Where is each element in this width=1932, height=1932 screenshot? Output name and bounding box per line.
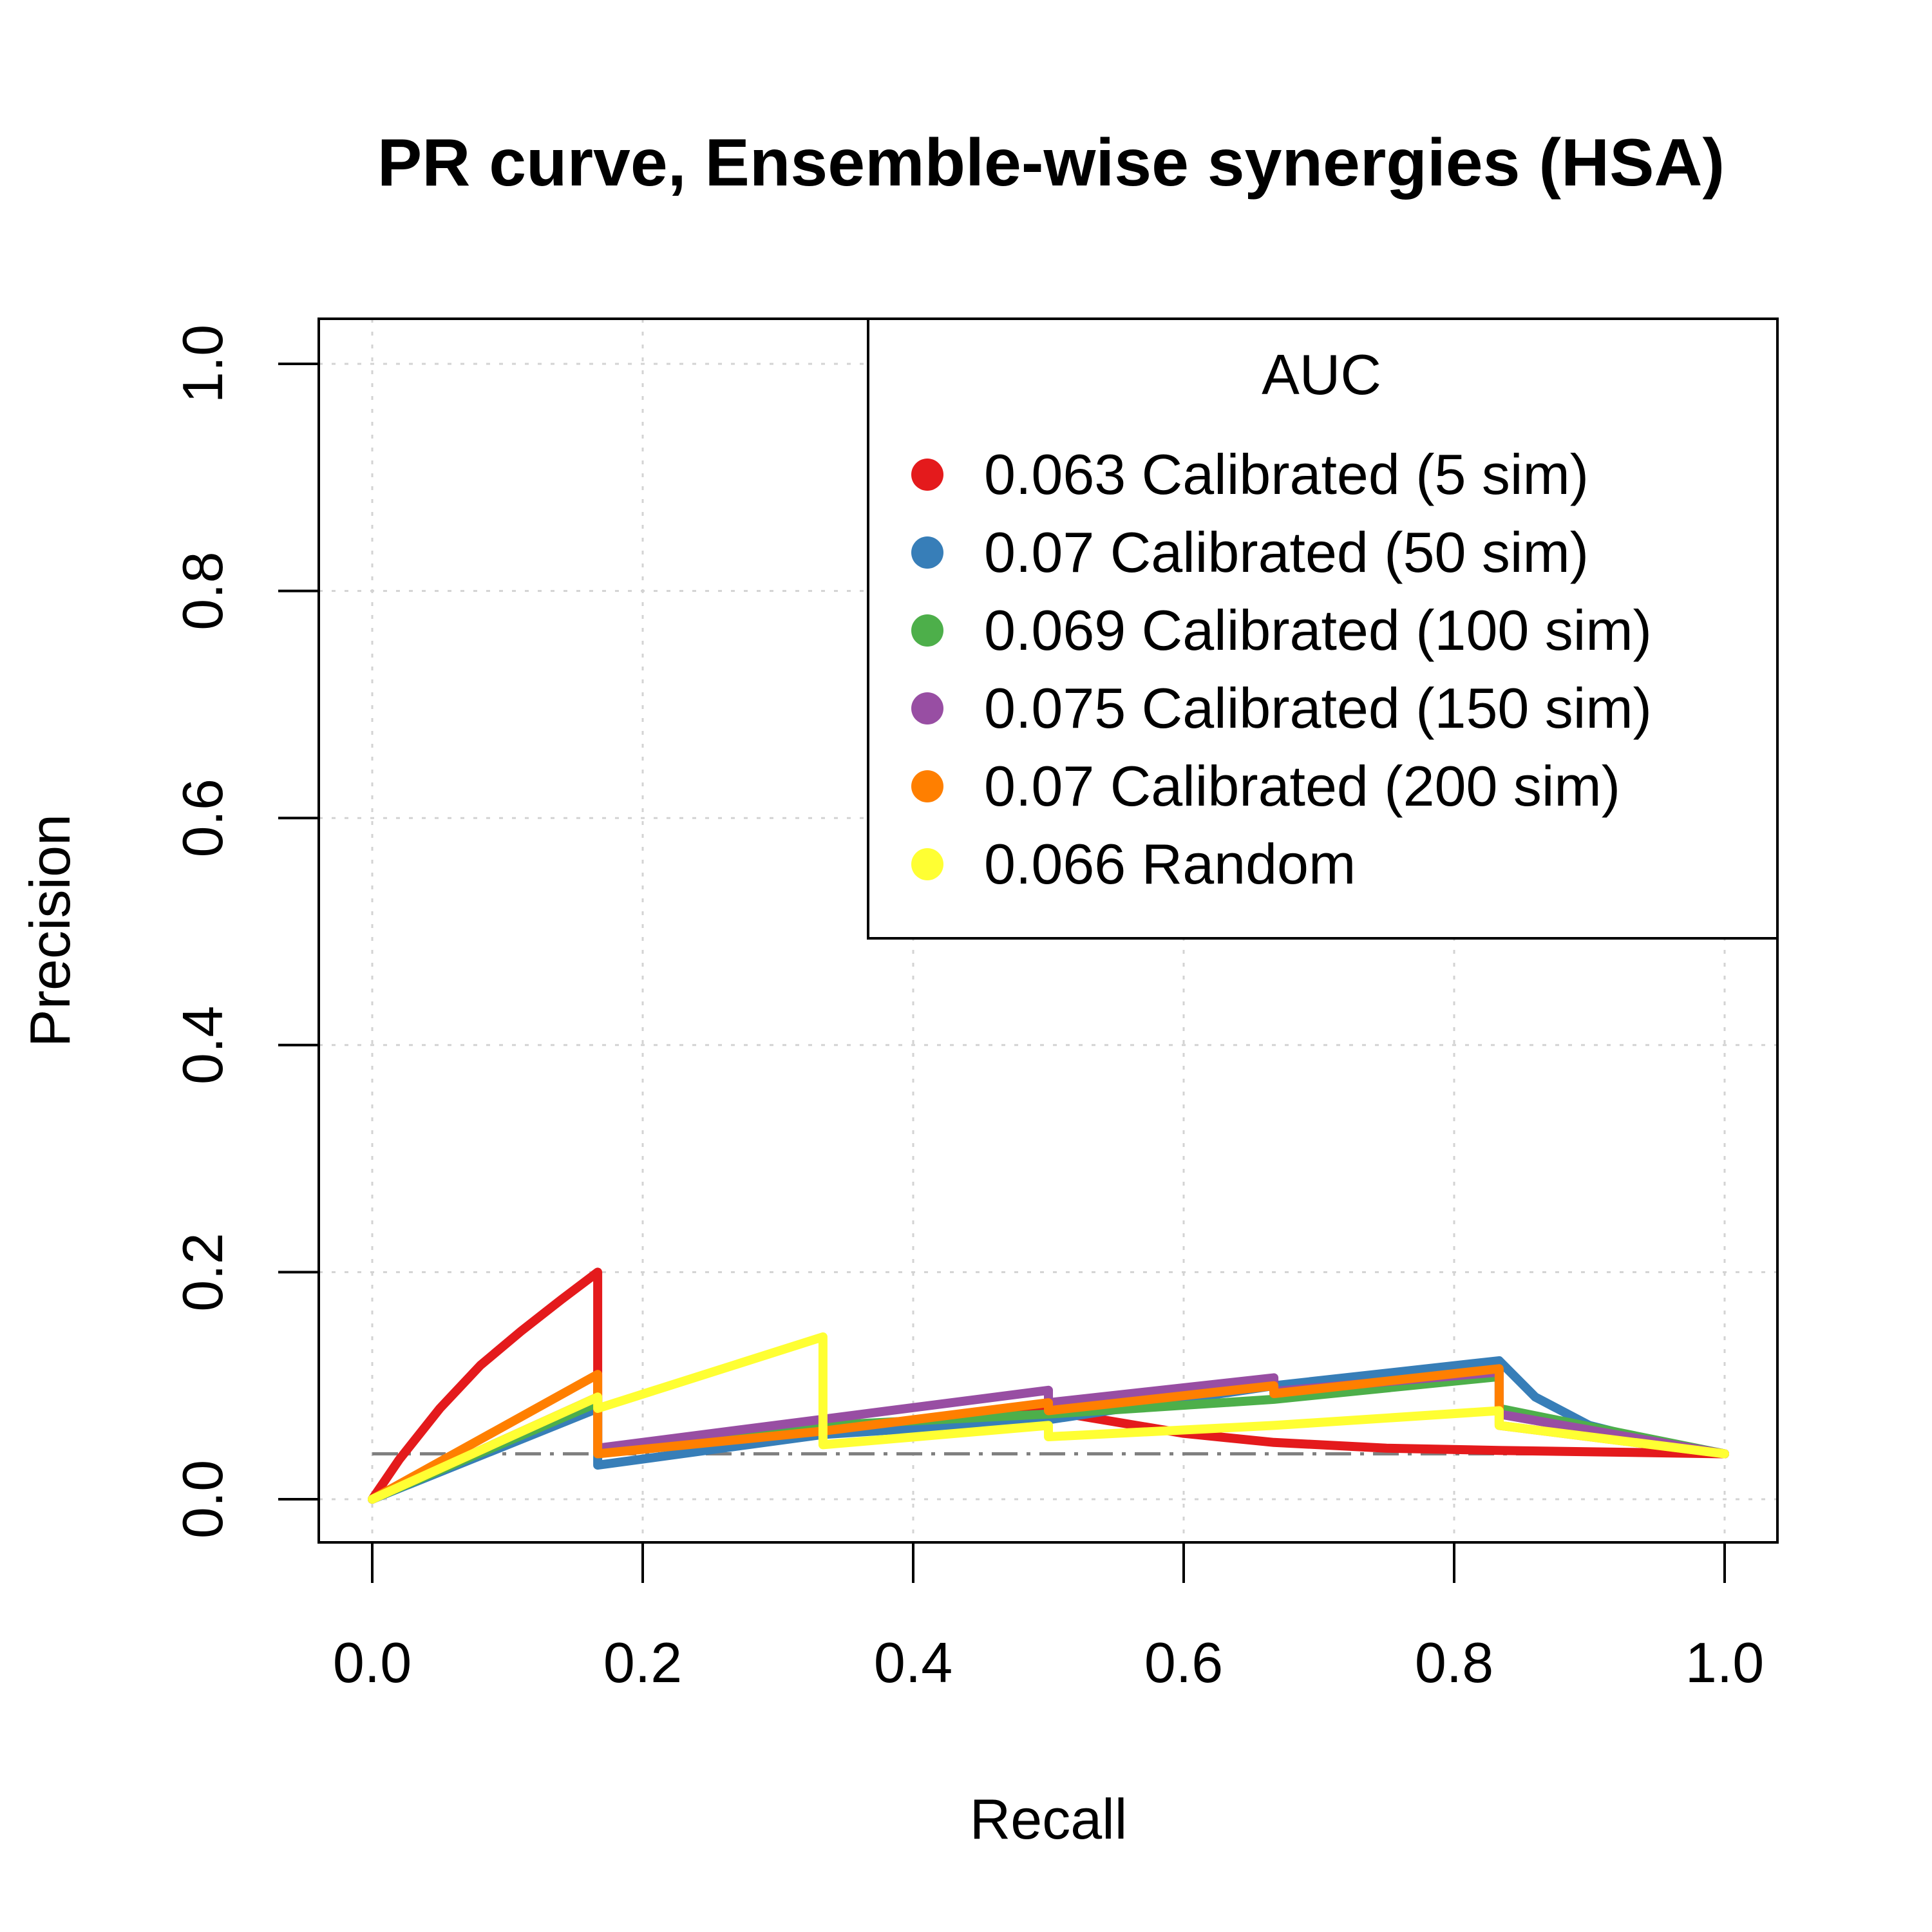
- legend-label-3: 0.075 Calibrated (150 sim): [984, 676, 1652, 740]
- legend-marker-2: [911, 614, 943, 647]
- series-line-4: [368, 1364, 1729, 1504]
- y-tick-label-5: 1.0: [171, 325, 234, 403]
- x-axis-label: Recall: [970, 1787, 1128, 1851]
- x-tick-label-1: 0.2: [603, 1631, 682, 1694]
- legend-label-1: 0.07 Calibrated (50 sim): [984, 520, 1589, 584]
- y-tick-label-3: 0.6: [171, 779, 234, 857]
- series-line-5: [368, 1332, 1729, 1504]
- legend-marker-3: [911, 692, 943, 724]
- legend-items: 0.063 Calibrated (5 sim) 0.07 Calibrated …: [911, 442, 1652, 896]
- x-tick-label-5: 1.0: [1685, 1631, 1764, 1694]
- legend-label-5: 0.066 Random: [984, 832, 1356, 896]
- grid-lines: [319, 319, 1777, 1542]
- legend: AUC 0.063 Calibrated (5 sim) 0.07 Calibra…: [867, 317, 1779, 940]
- legend-marker-1: [911, 536, 943, 569]
- chart-title: PR curve, Ensemble-wise synergies (HSA): [377, 126, 1725, 200]
- series-layer: [368, 1267, 1729, 1504]
- legend-marker-4: [911, 770, 943, 802]
- x-tick-label-0: 0.0: [333, 1631, 412, 1694]
- y-tick-label-2: 0.4: [171, 1006, 234, 1084]
- y-tick-label-0: 0.0: [171, 1460, 234, 1539]
- y-tick-label-4: 0.8: [171, 551, 234, 630]
- legend-marker-5: [911, 848, 943, 880]
- y-axis-label: Precision: [18, 814, 82, 1047]
- legend-label-0: 0.063 Calibrated (5 sim): [984, 442, 1589, 506]
- legend-marker-0: [911, 459, 943, 491]
- legend-label-4: 0.07 Calibrated (200 sim): [984, 754, 1620, 818]
- legend-box: [867, 317, 1779, 940]
- x-tick-label-4: 0.8: [1415, 1631, 1493, 1694]
- legend-title: AUC: [1262, 343, 1381, 406]
- x-axis: 0.0 0.2 0.4 0.6 0.8 1.0: [333, 1541, 1764, 1694]
- legend-label-2: 0.069 Calibrated (100 sim): [984, 598, 1652, 662]
- y-axis: 0.0 0.2 0.4 0.6 0.8 1.0: [171, 325, 320, 1539]
- x-tick-label-2: 0.4: [874, 1631, 952, 1694]
- y-tick-label-1: 0.2: [171, 1233, 234, 1311]
- x-tick-label-3: 0.6: [1144, 1631, 1223, 1694]
